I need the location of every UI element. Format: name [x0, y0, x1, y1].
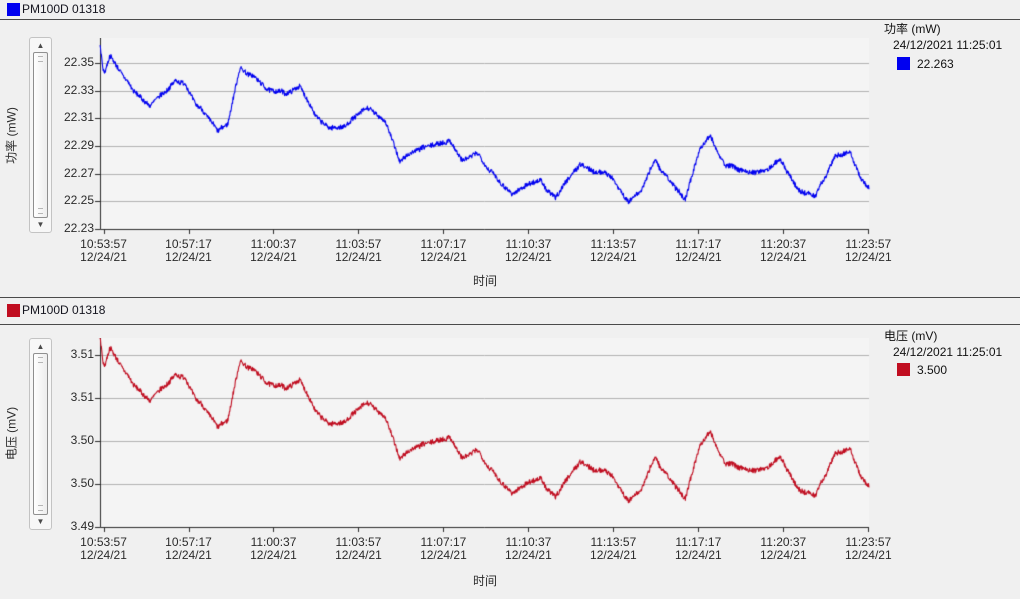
device-name: PM100D 01318 — [22, 2, 106, 16]
scrollbar-thumb[interactable] — [33, 353, 48, 515]
x-tick-label: 10:57:17 12/24/21 — [165, 237, 212, 264]
x-tick-label: 11:10:37 12/24/21 — [505, 237, 552, 264]
y-axis-scrollbar-power[interactable]: ▲ ▼ — [29, 37, 52, 233]
voltage-chart-plot[interactable] — [94, 338, 875, 534]
legend-color-swatch-voltage — [897, 363, 910, 376]
y-tick-label: 22.31 — [63, 110, 94, 125]
legend-color-swatch-power — [897, 57, 910, 70]
y-axis-title-voltage: 电压 (mV) — [4, 406, 19, 461]
y-tick-label: 3.51 — [70, 390, 94, 405]
y-axis-scrollbar-voltage[interactable]: ▲ ▼ — [29, 338, 52, 530]
y-tick-label: 22.35 — [63, 54, 94, 69]
x-tick-label: 11:00:37 12/24/21 — [250, 535, 297, 562]
x-tick-label: 11:07:17 12/24/21 — [420, 535, 467, 562]
x-tick-label: 11:17:17 12/24/21 — [674, 535, 722, 562]
x-tick-label: 11:03:57 12/24/21 — [335, 535, 382, 562]
x-tick-label: 11:17:17 12/24/21 — [674, 237, 722, 264]
y-tick-label: 22.27 — [63, 165, 94, 180]
power-chart-plot[interactable] — [94, 38, 875, 236]
y-tick-label: 22.23 — [63, 221, 94, 235]
x-tick-label: 11:13:57 12/24/21 — [590, 237, 637, 264]
y-tick-label: 3.50 — [70, 433, 94, 448]
x-tick-label: 11:00:37 12/24/21 — [250, 237, 297, 264]
x-tick-label: 11:20:37 12/24/21 — [759, 535, 807, 562]
y-axis-title-power: 功率 (mW) — [4, 107, 19, 164]
x-tick-label: 10:57:17 12/24/21 — [165, 535, 212, 562]
scrollbar-down-button[interactable]: ▼ — [36, 517, 45, 526]
x-axis-title-voltage: 时间 — [472, 574, 497, 588]
device-header-voltage[interactable]: PM100D 01318 — [0, 297, 1020, 325]
legend-current-value-voltage: 3.500 — [917, 363, 948, 377]
scrollbar-down-button[interactable]: ▼ — [36, 220, 45, 229]
y-tick-label: 22.33 — [63, 82, 94, 97]
x-axis-title-power: 时间 — [472, 274, 497, 288]
x-tick-label: 11:07:17 12/24/21 — [420, 237, 467, 264]
legend-series-title-power: 功率 (mW) — [884, 22, 941, 36]
series-color-swatch — [7, 3, 20, 16]
scrollbar-thumb[interactable] — [33, 52, 48, 218]
y-tick-label: 3.50 — [70, 476, 94, 491]
y-tick-label: 22.29 — [63, 137, 94, 152]
y-tick-label: 3.49 — [70, 519, 94, 533]
legend-current-value-power: 22.263 — [917, 57, 954, 71]
x-tick-label: 11:10:37 12/24/21 — [505, 535, 552, 562]
x-tick-label: 11:23:57 12/24/21 — [844, 535, 892, 562]
y-tick-label: 3.51 — [70, 347, 94, 362]
legend-timestamp-voltage: 24/12/2021 11:25:01 — [893, 345, 1003, 359]
x-tick-label: 10:53:57 12/24/21 — [80, 237, 127, 264]
legend-series-title-voltage: 电压 (mV) — [884, 329, 938, 343]
series-color-swatch — [7, 304, 20, 317]
legend-timestamp-power: 24/12/2021 11:25:01 — [893, 38, 1003, 52]
x-tick-label: 11:13:57 12/24/21 — [590, 535, 637, 562]
x-tick-label: 11:03:57 12/24/21 — [335, 237, 382, 264]
x-tick-label: 11:23:57 12/24/21 — [844, 237, 892, 264]
scrollbar-up-button[interactable]: ▲ — [36, 41, 45, 50]
x-tick-label: 10:53:57 12/24/21 — [80, 535, 127, 562]
x-tick-label: 11:20:37 12/24/21 — [759, 237, 807, 264]
scrollbar-up-button[interactable]: ▲ — [36, 342, 45, 351]
device-name: PM100D 01318 — [22, 303, 106, 317]
device-header-power[interactable]: PM100D 01318 — [0, 0, 1020, 20]
y-tick-label: 22.25 — [63, 193, 94, 208]
